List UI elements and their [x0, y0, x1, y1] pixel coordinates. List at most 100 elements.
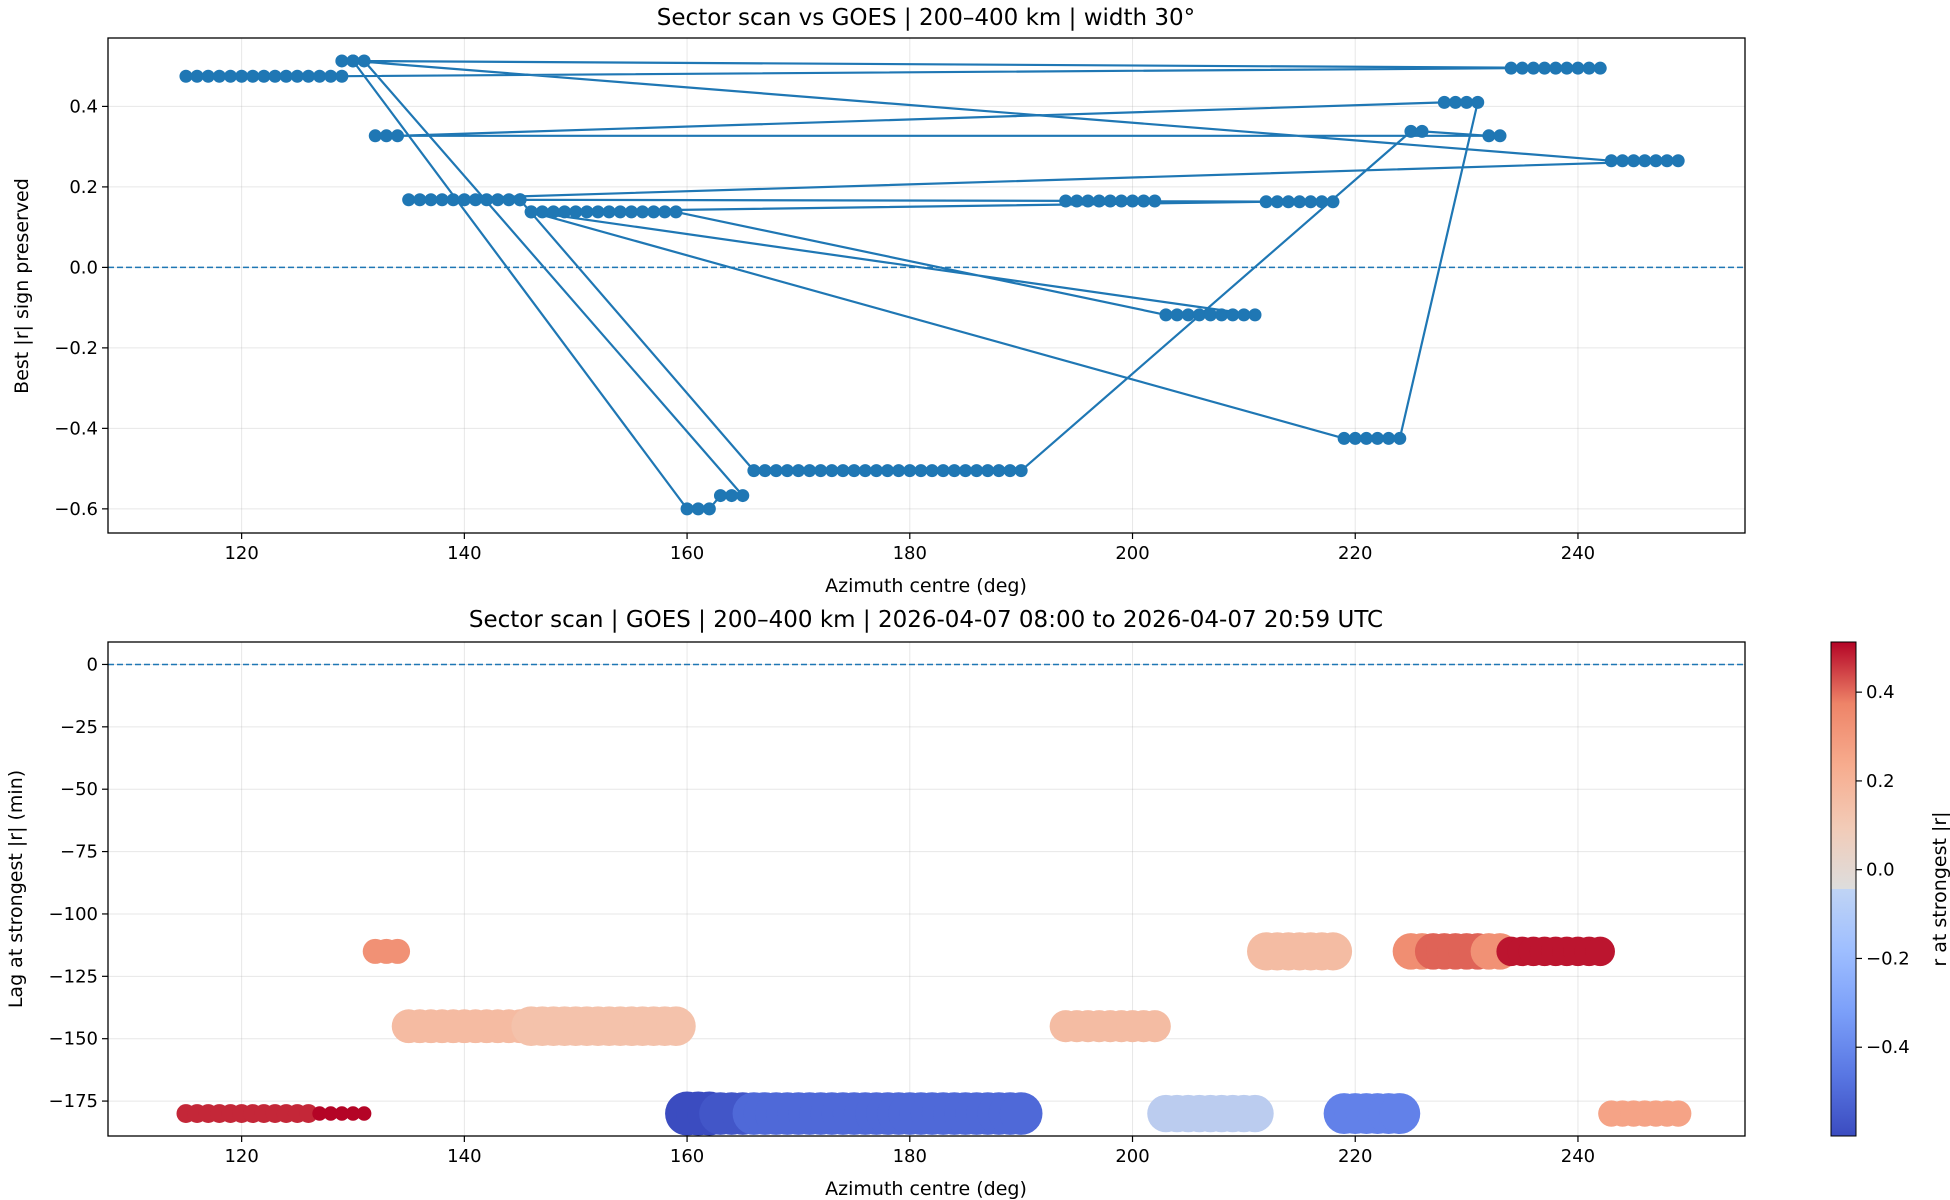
- bottom-chart-title: Sector scan | GOES | 200–400 km | 2026-0…: [469, 607, 1383, 633]
- data-point: [636, 205, 650, 219]
- bottom-x-axis-label: Azimuth centre (deg): [825, 1178, 1027, 1200]
- data-point: [803, 464, 817, 478]
- bottom-y-tick-label: −125: [49, 966, 98, 987]
- data-point: [1192, 308, 1206, 322]
- data-point: [246, 69, 260, 83]
- data-point: [881, 464, 895, 478]
- bottom-y-tick-label: −150: [49, 1029, 98, 1050]
- data-point: [1059, 194, 1073, 208]
- colorbar-tick-label: 0.4: [1866, 682, 1895, 703]
- bottom-x-tick-label: 160: [670, 1146, 704, 1167]
- data-point: [1593, 61, 1607, 75]
- top-y-axis-label: Best |r| sign preserved: [11, 178, 33, 394]
- data-point: [324, 69, 338, 83]
- top-y-tick-label: −0.2: [54, 338, 98, 359]
- top-x-tick-label: 120: [224, 543, 258, 564]
- top-y-tick-label: 0.2: [69, 177, 98, 198]
- data-point: [1137, 194, 1151, 208]
- scatter-point: [323, 1106, 338, 1121]
- data-point: [346, 54, 360, 68]
- data-point: [814, 464, 828, 478]
- data-point: [858, 464, 872, 478]
- data-point: [780, 464, 794, 478]
- bottom-plot-frame: [107, 641, 1746, 1137]
- data-point: [457, 193, 471, 207]
- data-point: [1460, 95, 1474, 109]
- data-point: [446, 193, 460, 207]
- data-point: [658, 205, 672, 219]
- data-point: [1638, 154, 1652, 168]
- data-point: [836, 464, 850, 478]
- data-point: [1259, 195, 1273, 209]
- colorbar-tick-label: −0.2: [1866, 948, 1910, 969]
- data-point: [1326, 195, 1340, 209]
- data-point: [1515, 61, 1529, 75]
- top-x-ticks: 120 140 160 180 200 220 240: [224, 533, 1595, 564]
- data-point: [1315, 195, 1329, 209]
- colorbar-tick-label: −0.4: [1866, 1037, 1910, 1058]
- data-point: [1649, 154, 1663, 168]
- data-point: [368, 129, 382, 143]
- bottom-x-tick-label: 180: [893, 1146, 927, 1167]
- data-point: [402, 193, 416, 207]
- data-point: [1293, 195, 1307, 209]
- data-point: [491, 193, 505, 207]
- scatter-point: [356, 1106, 372, 1121]
- bottom-x-ticks: 120 140 160 180 200 220 240: [224, 1136, 1595, 1167]
- data-point: [1404, 124, 1418, 138]
- data-point: [981, 464, 995, 478]
- data-point: [1159, 308, 1173, 322]
- bottom-y-tick-label: −75: [60, 842, 98, 863]
- colorbar-tick-label: 0.2: [1866, 771, 1895, 792]
- top-x-tick-label: 220: [1338, 543, 1372, 564]
- data-point: [1148, 194, 1162, 208]
- data-point: [257, 69, 271, 83]
- data-point: [1304, 195, 1318, 209]
- data-point: [1003, 464, 1017, 478]
- data-point: [1371, 431, 1385, 445]
- scatter-point: [345, 1106, 361, 1121]
- scatter-point: [1236, 1094, 1274, 1133]
- data-point: [1237, 308, 1251, 322]
- data-point: [970, 464, 984, 478]
- data-point: [502, 193, 516, 207]
- data-point: [1448, 95, 1462, 109]
- bottom-grid: [108, 642, 1745, 1136]
- data-point: [1471, 95, 1485, 109]
- scatter-point: [999, 1092, 1043, 1135]
- top-series: [179, 54, 1685, 516]
- data-point: [869, 464, 883, 478]
- data-point: [713, 489, 727, 503]
- data-point: [1337, 431, 1351, 445]
- bottom-panel: Sector scan | GOES | 200–400 km | 2026-0…: [5, 607, 1746, 1200]
- scatter-point: [656, 1006, 696, 1047]
- data-point: [1092, 194, 1106, 208]
- data-point: [313, 69, 327, 83]
- data-point: [1393, 431, 1407, 445]
- data-point: [1359, 431, 1373, 445]
- data-point: [201, 69, 215, 83]
- data-point: [190, 69, 204, 83]
- data-point: [1660, 154, 1674, 168]
- data-point: [691, 502, 705, 516]
- data-point: [1203, 308, 1217, 322]
- data-point: [992, 464, 1006, 478]
- data-point: [1281, 195, 1295, 209]
- data-point: [424, 193, 438, 207]
- top-y-tick-label: −0.6: [54, 499, 98, 520]
- scatter-point: [1313, 932, 1353, 971]
- data-point: [747, 464, 761, 478]
- data-point: [1560, 61, 1574, 75]
- top-plot-frame: [107, 37, 1746, 534]
- data-point: [624, 205, 638, 219]
- data-point: [847, 464, 861, 478]
- data-point: [1081, 194, 1095, 208]
- top-x-tick-label: 240: [1561, 543, 1595, 564]
- data-point: [1538, 61, 1552, 75]
- data-point: [480, 193, 494, 207]
- data-point: [268, 69, 282, 83]
- data-point: [279, 69, 293, 83]
- data-point: [758, 464, 772, 478]
- data-point: [524, 205, 538, 219]
